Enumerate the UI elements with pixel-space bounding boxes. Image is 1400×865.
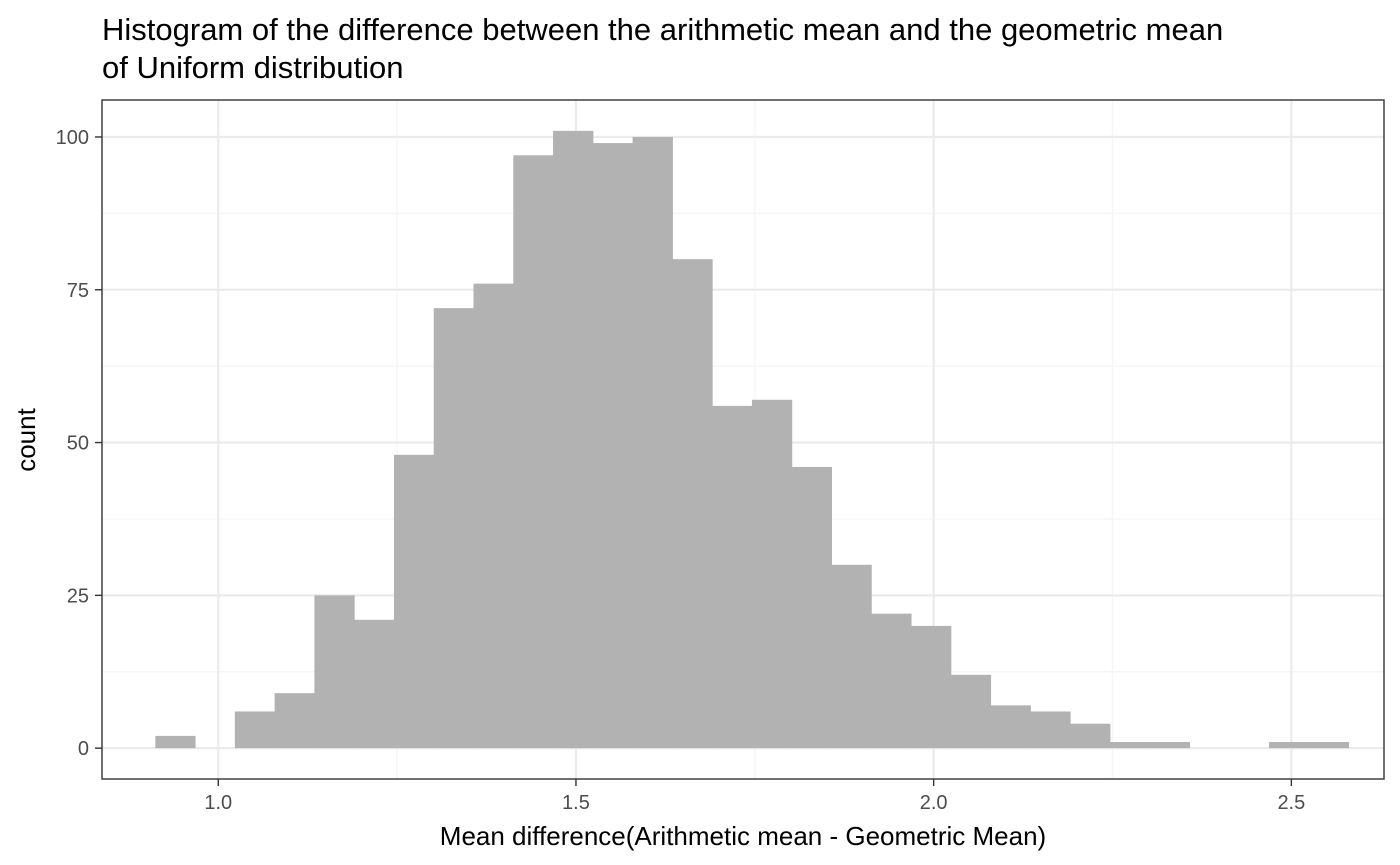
y-tick-label: 0 bbox=[78, 738, 89, 760]
histogram-bar bbox=[672, 259, 713, 749]
histogram-bar bbox=[1070, 723, 1111, 749]
y-tick-label: 25 bbox=[67, 585, 89, 607]
histogram-bar bbox=[473, 283, 514, 749]
histogram-bar bbox=[871, 613, 912, 749]
x-tick-label: 2.5 bbox=[1277, 792, 1305, 814]
histogram-bar bbox=[274, 693, 315, 749]
histogram-bar bbox=[354, 619, 395, 749]
histogram-bar bbox=[791, 467, 832, 749]
x-axis-title: Mean difference(Arithmetic mean - Geomet… bbox=[440, 821, 1046, 851]
y-tick-label: 100 bbox=[56, 127, 89, 149]
histogram-bar bbox=[1030, 711, 1071, 749]
histogram-bar bbox=[911, 625, 952, 749]
histogram-bar bbox=[553, 130, 594, 749]
histogram-bar bbox=[314, 595, 355, 749]
histogram-bar bbox=[433, 308, 475, 749]
histogram-bars bbox=[155, 130, 1350, 749]
chart-title-line-2: of Uniform distribution bbox=[102, 50, 404, 85]
y-axis-title: count bbox=[11, 407, 41, 471]
histogram-bar bbox=[513, 155, 554, 749]
x-tick-label: 1.0 bbox=[204, 792, 232, 814]
histogram-bar bbox=[990, 705, 1031, 749]
histogram-bar bbox=[632, 136, 673, 749]
histogram-bar bbox=[1308, 742, 1350, 749]
y-tick-label: 50 bbox=[67, 433, 89, 455]
histogram-bar bbox=[751, 399, 793, 749]
x-tick-label: 1.5 bbox=[562, 792, 590, 814]
histogram-bar bbox=[234, 711, 276, 749]
histogram-bar bbox=[1149, 742, 1190, 749]
x-tick-label: 2.0 bbox=[920, 792, 948, 814]
histogram-bar bbox=[831, 564, 872, 749]
histogram-bar bbox=[592, 143, 634, 749]
histogram-bar bbox=[155, 735, 196, 749]
x-axis: 1.0 1.5 2.0 2.5 bbox=[204, 779, 1305, 814]
panel-border bbox=[101, 99, 1385, 780]
histogram-bar bbox=[950, 674, 992, 749]
y-tick-label: 75 bbox=[67, 280, 89, 302]
chart-title-line-1: Histogram of the difference between the … bbox=[102, 12, 1223, 47]
histogram-bar bbox=[393, 454, 435, 749]
histogram-bar bbox=[1109, 742, 1151, 749]
histogram-bar bbox=[1269, 742, 1310, 749]
y-axis: 0 25 50 75 100 bbox=[56, 127, 102, 760]
histogram-bar bbox=[712, 405, 753, 749]
